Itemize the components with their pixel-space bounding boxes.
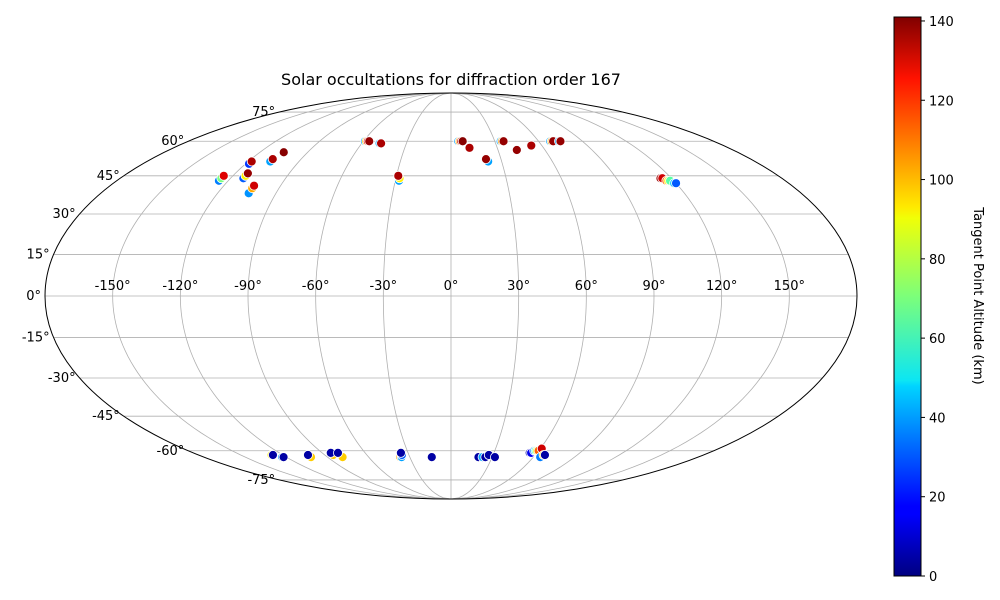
data-point — [498, 136, 509, 147]
data-point — [555, 136, 566, 147]
data-point — [278, 452, 289, 463]
latitude-tick-label: 60° — [161, 134, 184, 149]
latitude-tick-label: 45° — [97, 169, 120, 184]
data-point — [249, 180, 259, 191]
longitude-tick-label: -30° — [369, 279, 397, 294]
latitude-tick-label: -45° — [92, 409, 120, 424]
latitude-tick-label: 30° — [53, 207, 76, 222]
data-point — [396, 447, 406, 458]
latitude-tick-label: -75° — [247, 473, 275, 488]
data-point — [393, 170, 404, 181]
data-point — [526, 140, 537, 151]
data-point — [303, 450, 313, 460]
latitude-tick-label: -60° — [157, 444, 185, 459]
colorbar-tick-label: 20 — [929, 491, 946, 506]
longitude-tick-label: 150° — [774, 279, 805, 294]
colorbar-tick-label: 60 — [929, 332, 946, 347]
data-point — [267, 154, 278, 165]
longitude-tick-label: 30° — [507, 279, 530, 294]
longitude-tick-labels: -150° -120° -90° -60° -30° 0° 30° 60° 90° 120° 150… — [95, 279, 805, 294]
longitude-tick-label: -120° — [162, 279, 198, 294]
colorbar-ticks: 0 20 40 60 80 100 120 140 — [921, 15, 954, 585]
data-point — [426, 452, 437, 463]
latitude-tick-label: 15° — [27, 247, 50, 262]
latitude-tick-label: 0° — [26, 289, 41, 304]
data-point — [511, 145, 522, 155]
data-point — [333, 447, 343, 458]
data-point — [242, 168, 253, 179]
colorbar: 0 20 40 60 80 100 120 140 Tangent Point Altitud… — [893, 15, 985, 585]
latitude-tick-labels: -75° -60° -45° -30° -15° 0° 15° 30° 45° 60° 75° — [22, 105, 275, 488]
latitude-tick-label: -15° — [22, 331, 50, 346]
data-point — [218, 170, 229, 181]
longitude-tick-label: -60° — [302, 279, 330, 294]
data-point — [268, 450, 278, 460]
longitude-tick-label: -90° — [234, 279, 262, 294]
graticule-grid — [45, 93, 857, 499]
colorbar-tick-label: 0 — [929, 570, 937, 585]
colorbar-tick-label: 100 — [929, 174, 954, 189]
data-point — [540, 450, 550, 460]
colorbar-tick-label: 40 — [929, 411, 946, 426]
latitude-tick-label: 75° — [252, 105, 275, 120]
occultation-points — [214, 136, 681, 463]
data-point — [481, 154, 491, 165]
colorbar-gradient — [893, 16, 922, 577]
data-point — [490, 452, 500, 463]
longitude-tick-label: 0° — [444, 279, 459, 294]
latitude-tick-label: -30° — [48, 371, 76, 386]
map-boundary — [44, 92, 858, 500]
colorbar-tick-label: 140 — [929, 15, 954, 30]
colorbar-label: Tangent Point Altitude (km) — [970, 206, 985, 384]
colorbar-tick-label: 120 — [929, 94, 954, 109]
data-point — [457, 136, 468, 147]
data-point — [464, 142, 475, 153]
longitude-tick-label: 90° — [642, 279, 665, 294]
data-point — [376, 138, 386, 149]
data-point — [278, 147, 289, 158]
map-area: -150° -120° -90° -60° -30° 0° 30° 60° 90° 120° 150… — [22, 92, 858, 500]
longitude-tick-label: 120° — [706, 279, 737, 294]
data-point — [671, 178, 681, 189]
data-point — [364, 136, 375, 147]
colorbar-tick-label: 80 — [929, 253, 946, 268]
data-point — [246, 156, 257, 167]
longitude-tick-label: 60° — [575, 279, 598, 294]
longitude-tick-label: -150° — [95, 279, 131, 294]
chart-title: Solar occultations for diffraction order… — [281, 70, 621, 89]
